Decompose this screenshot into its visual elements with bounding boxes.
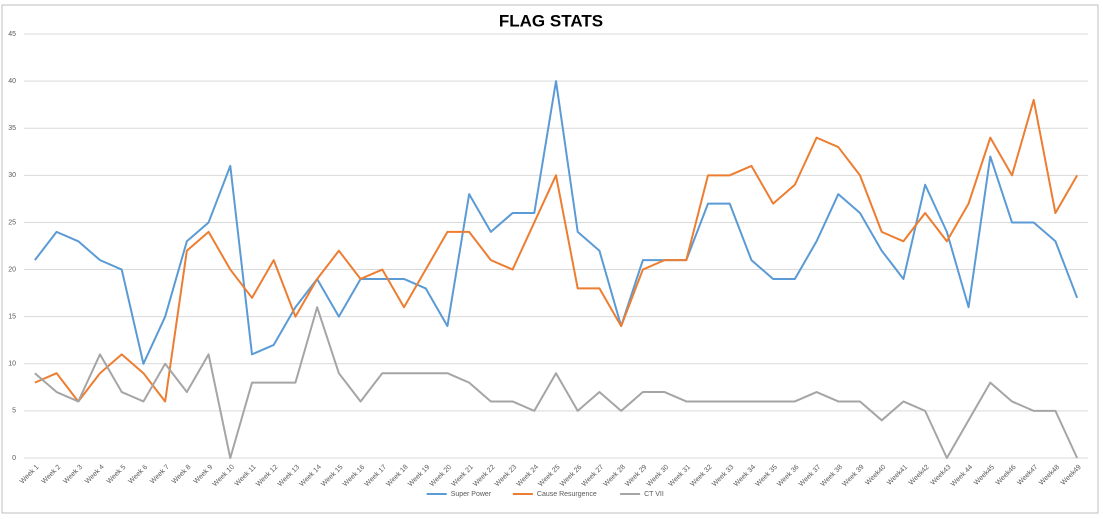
- y-tick-label: 20: [8, 266, 16, 273]
- y-tick-label: 40: [8, 78, 16, 85]
- series-line: [34, 306, 1079, 459]
- y-tick-label: 0: [12, 455, 16, 462]
- legend-label: Cause Resurgence: [537, 491, 597, 498]
- legend-label: Super Power: [451, 491, 492, 498]
- chart-title: FLAG STATS: [499, 11, 603, 30]
- y-tick-label: 25: [8, 219, 16, 226]
- y-tick-label: 5: [12, 408, 16, 415]
- y-tick-label: 45: [8, 31, 16, 38]
- y-tick-label: 30: [8, 172, 16, 179]
- y-tick-label: 10: [8, 361, 16, 368]
- y-tick-label: 15: [8, 314, 16, 321]
- legend-label: CT VII: [644, 491, 664, 498]
- series-line: [34, 98, 1079, 403]
- y-tick-label: 35: [8, 125, 16, 132]
- series-line: [34, 80, 1079, 365]
